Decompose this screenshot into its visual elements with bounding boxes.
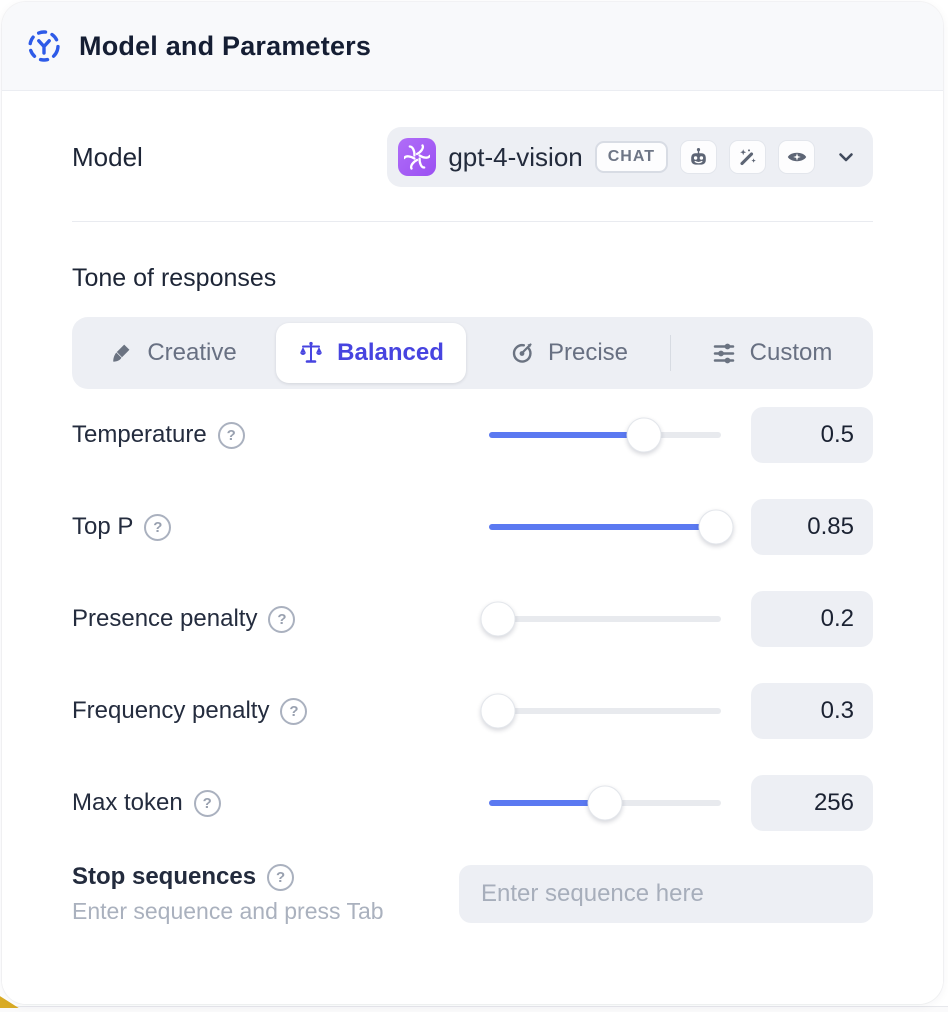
- parameter-row-top-p: Top P ? 0.85: [72, 481, 873, 573]
- help-icon[interactable]: ?: [280, 697, 308, 725]
- parameter-row-frequency-penalty: Frequency penalty ? 0.3: [72, 665, 873, 757]
- model-label: Model: [72, 142, 143, 172]
- panel-title: Model and Parameters: [79, 30, 372, 61]
- parameter-label-text: Presence penalty: [72, 605, 258, 632]
- help-icon[interactable]: ?: [267, 863, 295, 891]
- stop-sequences-labels: Stop sequences ? Enter sequence and pres…: [72, 863, 459, 925]
- tone-option-label: Custom: [749, 339, 833, 366]
- tone-option-precise[interactable]: Precise: [468, 317, 670, 389]
- temperature-slider[interactable]: [489, 417, 721, 453]
- parameter-label: Presence penalty ?: [72, 605, 489, 633]
- slider-fill: [489, 524, 717, 530]
- assistant-robot-icon: [680, 140, 717, 174]
- panel-body: Model: [2, 91, 943, 1004]
- help-icon[interactable]: ?: [268, 605, 296, 633]
- max-token-slider[interactable]: [489, 785, 721, 821]
- parameter-row-max-token: Max token ? 256: [72, 757, 873, 849]
- frequency-penalty-value[interactable]: 0.3: [751, 683, 873, 739]
- model-select-dropdown[interactable]: gpt-4-vision CHAT: [387, 127, 873, 187]
- top-p-value[interactable]: 0.85: [751, 499, 873, 555]
- tone-option-balanced[interactable]: Balanced: [276, 323, 466, 383]
- stop-sequences-hint: Enter sequence and press Tab: [72, 898, 384, 924]
- slider-thumb[interactable]: [480, 693, 516, 729]
- tone-option-label: Creative: [147, 339, 237, 366]
- model-row: Model: [72, 127, 873, 187]
- balance-scale-icon: [298, 340, 324, 366]
- help-icon[interactable]: ?: [217, 421, 245, 449]
- sliders-icon: [712, 341, 737, 366]
- slider-track: [489, 616, 721, 622]
- presence-penalty-value[interactable]: 0.2: [751, 591, 873, 647]
- top-p-slider[interactable]: [489, 509, 734, 545]
- help-icon[interactable]: ?: [193, 789, 221, 817]
- tone-segmented-control: Creative: [72, 317, 873, 389]
- slider-thumb[interactable]: [698, 509, 734, 545]
- parameter-label-text: Top P: [72, 513, 134, 540]
- parameter-row-temperature: Temperature ? 0.5: [72, 389, 873, 481]
- slider-fill: [489, 800, 605, 806]
- slider-thumb[interactable]: [480, 601, 516, 637]
- parameter-label: Max token ?: [72, 789, 489, 817]
- presence-penalty-slider[interactable]: [480, 601, 721, 637]
- slider-thumb[interactable]: [626, 417, 662, 453]
- parameter-label: Temperature ?: [72, 421, 489, 449]
- parameter-label: Frequency penalty ?: [72, 697, 489, 725]
- openai-logo-icon: [398, 138, 437, 176]
- model-hub-icon: [24, 26, 64, 66]
- slider-fill: [489, 432, 645, 438]
- help-icon[interactable]: ?: [144, 513, 172, 541]
- tone-option-label: Precise: [547, 339, 629, 366]
- parameter-label-text: Max token: [72, 789, 183, 816]
- parameter-label-text: Frequency penalty: [72, 697, 270, 724]
- page-bottom-edge: [0, 1006, 948, 1012]
- tone-option-label: Balanced: [337, 339, 444, 366]
- max-token-value[interactable]: 256: [751, 775, 873, 831]
- tone-heading: Tone of responses: [72, 264, 277, 292]
- selected-model-name: gpt-4-vision: [448, 141, 583, 172]
- magic-wand-icon: [729, 140, 766, 174]
- parameter-row-presence-penalty: Presence penalty ? 0.2: [72, 573, 873, 665]
- slider-thumb[interactable]: [587, 785, 623, 821]
- stop-sequence-input[interactable]: [459, 865, 873, 923]
- paintbrush-icon: [109, 341, 134, 366]
- chevron-down-icon: [835, 146, 857, 168]
- stop-sequences-row: Stop sequences ? Enter sequence and pres…: [72, 863, 873, 925]
- stop-sequences-label: Stop sequences: [72, 863, 257, 890]
- parameter-label: Top P ?: [72, 513, 489, 541]
- model-type-badge: CHAT: [594, 141, 668, 173]
- temperature-value[interactable]: 0.5: [751, 407, 873, 463]
- tone-option-custom[interactable]: Custom: [671, 317, 873, 389]
- frequency-penalty-slider[interactable]: [480, 693, 721, 729]
- slider-track: [489, 708, 721, 714]
- tone-options-divider: [670, 335, 671, 371]
- vision-eye-icon: [778, 140, 815, 174]
- tone-option-creative[interactable]: Creative: [72, 317, 274, 389]
- section-divider: [72, 221, 873, 222]
- parameter-label-text: Temperature: [72, 421, 207, 448]
- target-icon: [510, 341, 535, 366]
- panel-header: Model and Parameters: [2, 2, 943, 91]
